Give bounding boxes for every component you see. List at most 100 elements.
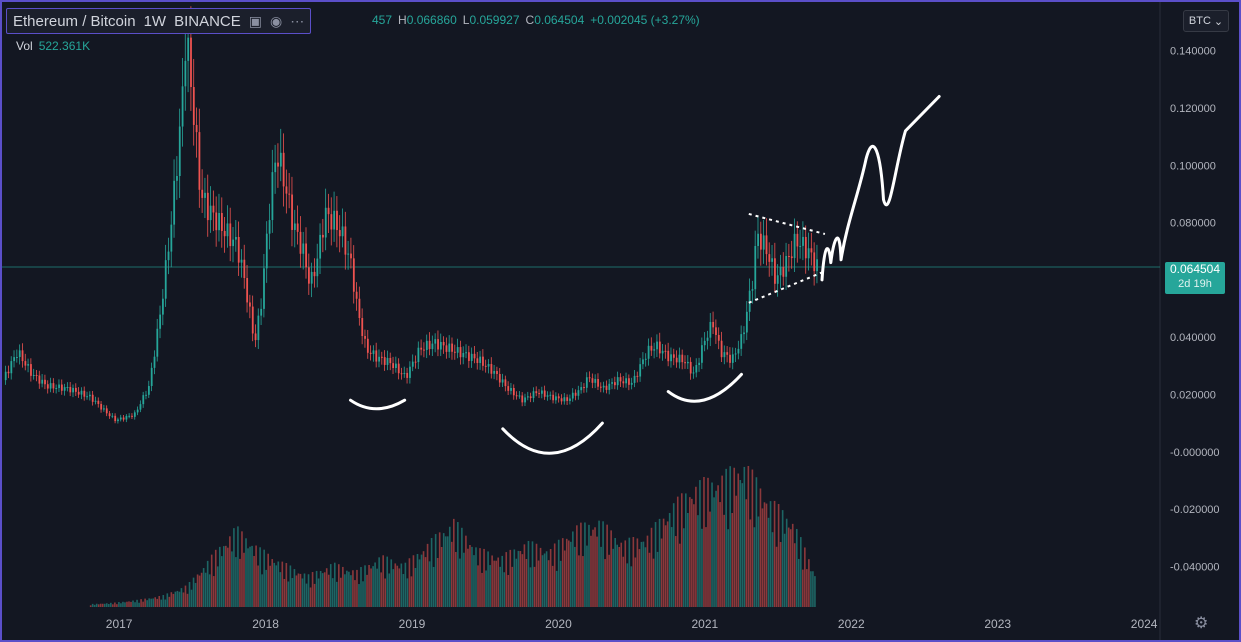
volume-bar <box>91 603 94 607</box>
volume-bar <box>529 567 532 607</box>
candle-body <box>715 327 717 335</box>
volume-bar <box>565 538 568 607</box>
volume-bar <box>662 518 665 607</box>
volume-bar <box>739 480 742 607</box>
x-tick-label: 2018 <box>252 617 279 631</box>
volume-bar <box>598 520 600 607</box>
gear-icon[interactable]: ⚙ <box>1194 615 1209 632</box>
volume-bar <box>426 543 429 607</box>
volume-bar <box>765 503 768 607</box>
candle-body <box>569 398 571 401</box>
candle-body <box>647 345 650 359</box>
candle-body <box>397 363 400 374</box>
volume-bar <box>168 596 171 607</box>
candle-body <box>279 152 282 167</box>
volume-bar <box>160 599 163 607</box>
volume-bar <box>755 477 758 607</box>
candle-body <box>277 162 279 167</box>
volume-bar <box>267 553 269 607</box>
candle-body <box>788 256 790 258</box>
candle-body <box>66 387 69 389</box>
candle-body <box>226 223 229 237</box>
volume-bar <box>166 593 169 607</box>
volume-bar <box>563 550 566 607</box>
more-icon[interactable]: ⋯ <box>290 12 305 29</box>
eye-icon[interactable]: ◉ <box>269 12 283 29</box>
volume-bar <box>576 525 578 607</box>
candle-body <box>288 193 291 195</box>
volume-bar <box>541 555 544 607</box>
candle-body <box>162 298 164 315</box>
volume-bar <box>108 603 110 607</box>
currency-button[interactable]: BTC ⌄ <box>1183 10 1229 32</box>
candle-body <box>549 394 552 396</box>
candle-body <box>510 388 512 391</box>
volume-bar <box>164 599 167 607</box>
volume-bar <box>360 567 362 607</box>
volume-bar <box>652 558 655 607</box>
change-value: +0.002045 (+3.27%) <box>590 13 700 27</box>
candle-body <box>159 314 162 329</box>
candle-body <box>164 260 167 299</box>
volume-bar <box>348 571 350 607</box>
candle-body <box>170 224 173 252</box>
symbol-name[interactable]: Ethereum / Bitcoin <box>13 12 136 30</box>
candle-body <box>793 233 796 259</box>
candle-body <box>114 415 117 422</box>
volume-bar <box>212 576 215 607</box>
volume-bar <box>614 538 616 607</box>
candle-body <box>541 390 543 394</box>
volume-bar <box>344 574 346 607</box>
volume-bar <box>333 562 336 607</box>
candle-body <box>737 348 740 354</box>
candle-body <box>285 186 288 194</box>
volume-bar <box>305 583 308 607</box>
volume-bar <box>430 538 433 607</box>
volume-bar <box>779 542 782 607</box>
candle-body <box>313 271 316 277</box>
candle-body <box>529 396 532 399</box>
exchange-label: BINANCE <box>174 12 241 30</box>
candle-body <box>810 248 813 253</box>
volume-bar <box>374 562 376 607</box>
volume-bar <box>555 570 558 607</box>
volume-bar <box>775 546 778 607</box>
volume-bar <box>713 497 715 607</box>
x-tick-label: 2023 <box>984 617 1011 631</box>
candle-body <box>414 361 417 363</box>
candle-body <box>543 390 546 397</box>
high-key: H <box>398 13 407 27</box>
volume-bar <box>172 593 175 607</box>
volume-bar <box>158 596 161 607</box>
candle-body <box>380 356 383 358</box>
candle-body <box>263 268 265 309</box>
candle-body <box>386 357 389 365</box>
candle-body <box>535 391 538 394</box>
volume-bar <box>404 562 407 607</box>
candle-body <box>63 387 66 391</box>
candle-body <box>521 395 524 403</box>
symbol-header[interactable]: Ethereum / Bitcoin 1W BINANCE ▣ ◉ ⋯ <box>6 8 312 34</box>
candle-body <box>282 152 285 187</box>
volume-bar <box>265 569 267 607</box>
compare-icon[interactable]: ▣ <box>248 12 262 29</box>
x-tick-label: 2020 <box>545 617 572 631</box>
volume-bar <box>634 557 637 607</box>
volume-bar <box>144 598 146 607</box>
volume-bar <box>543 553 546 607</box>
candle-body <box>204 192 206 198</box>
volume-bar <box>471 546 473 607</box>
volume-bar <box>184 585 187 607</box>
volume-bar <box>721 475 723 607</box>
interval-label[interactable]: 1W <box>143 12 167 30</box>
volume-bar <box>152 598 154 607</box>
volume-bar <box>731 513 734 607</box>
current-price-tag: 0.064504 2d 19h <box>1165 262 1225 294</box>
volume-bar <box>644 547 647 607</box>
volume-bar <box>93 604 96 607</box>
candle-body <box>628 378 630 385</box>
volume-bar <box>622 556 625 607</box>
volume-bar <box>812 571 814 607</box>
volume-bar <box>737 473 740 607</box>
